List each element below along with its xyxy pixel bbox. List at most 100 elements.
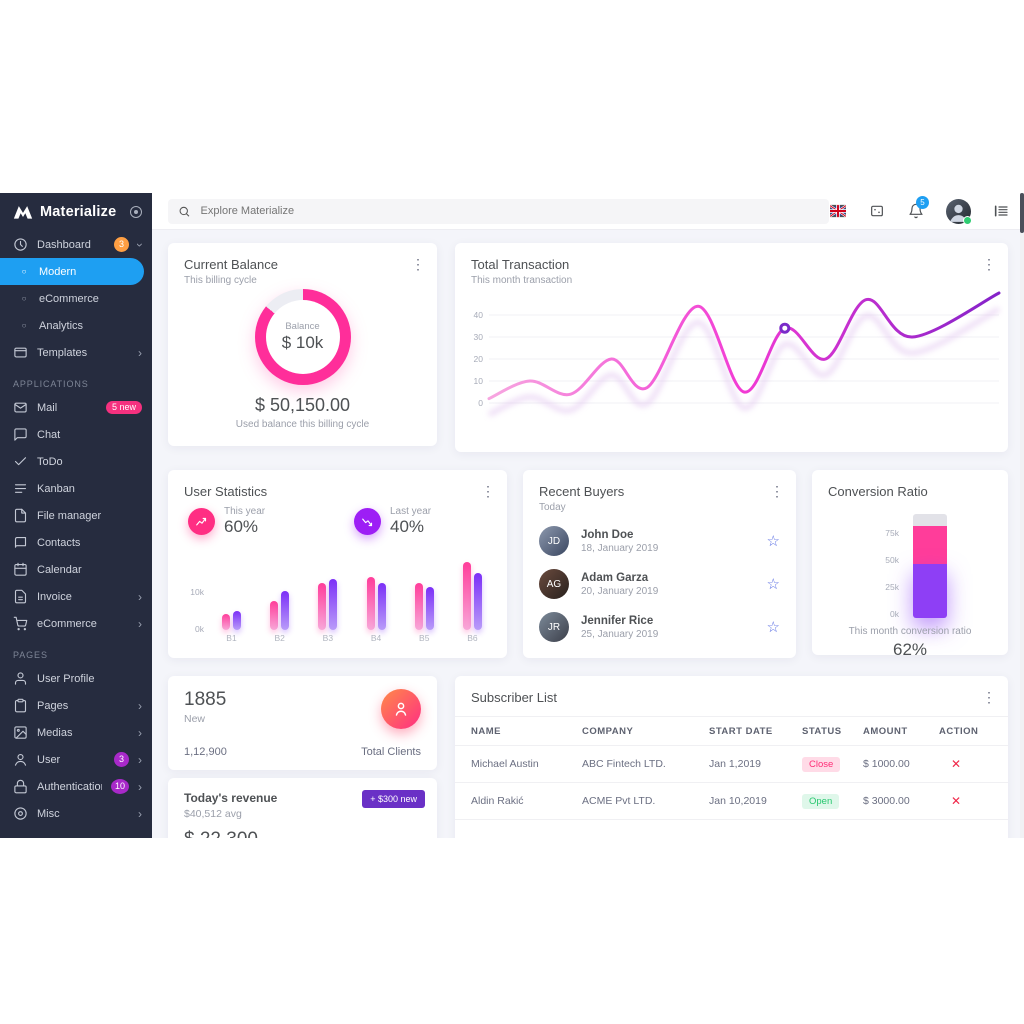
sidebar-item-ecommerce-dash[interactable]: ○ eCommerce (0, 285, 152, 312)
book-icon (13, 535, 28, 550)
chevron-down-icon: › (133, 242, 147, 247)
sidebar-item-kanban[interactable]: Kanban (0, 475, 152, 502)
card-title: Subscriber List (471, 690, 557, 705)
vertical-scrollbar[interactable] (1020, 193, 1024, 838)
sidebar-item-chat[interactable]: Chat (0, 421, 152, 448)
sidebar-item-file-manager[interactable]: File manager (0, 502, 152, 529)
delete-x-icon[interactable]: ✕ (951, 757, 962, 771)
total-clients-card: 1885 New 1,12,900 Total Clients (168, 676, 437, 770)
conversion-ratio-card: Conversion Ratio 75k 50k 25k 0k This month … (812, 470, 1008, 659)
subscriber-company: ACME Pvt LTD. (582, 795, 656, 807)
new-clients-count: 1885 (184, 689, 227, 710)
language-flag-icon[interactable] (829, 202, 847, 220)
scrollbar-thumb[interactable] (1020, 193, 1024, 233)
segment-remainder (913, 514, 947, 527)
sidebar-item-authentication[interactable]: Authentication 10 › (0, 773, 152, 800)
transaction-line-chart: 0 10 20 30 40 (474, 291, 1001, 417)
sidebar-item-user[interactable]: User 3 › (0, 746, 152, 773)
person-icon (13, 671, 28, 686)
svg-text:40: 40 (474, 310, 484, 320)
chevron-right-icon: › (138, 616, 142, 631)
current-balance-card: Current Balance This billing cycle ⋮ Bal… (168, 243, 437, 446)
chevron-right-icon: › (138, 725, 142, 740)
sidebar-item-todo[interactable]: ToDo (0, 448, 152, 475)
buyer-row: JR Jennifer Rice 25, January 2019 ☆ (539, 612, 780, 642)
calendar-icon (13, 562, 28, 577)
sidebar-item-contacts[interactable]: Contacts (0, 529, 152, 556)
invoice-icon (13, 589, 28, 604)
card-title: User Statistics (184, 484, 268, 499)
subscriber-amount: $ 1000.00 (863, 758, 910, 770)
used-balance-amount: $ 50,150.00 (254, 395, 351, 415)
sidebar-item-templates[interactable]: Templates › (0, 339, 152, 366)
user-statistics-card: User Statistics ⋮ This year 60% Last year… (168, 470, 507, 658)
main-content: Current Balance This billing cycle ⋮ Bal… (152, 230, 1024, 838)
table-row: Michael Austin ABC Fintech LTD. Jan 1,20… (455, 746, 1008, 783)
target-icon (13, 806, 28, 821)
segment-upper (913, 526, 947, 564)
status-badge: Open (802, 793, 840, 809)
delete-x-icon[interactable]: ✕ (951, 794, 962, 808)
sidebar-item-medias[interactable]: Medias › (0, 719, 152, 746)
sidebar-item-dashboard[interactable]: Dashboard 3 › (0, 231, 152, 258)
revenue-new-badge: + $300 new (362, 790, 425, 808)
fullscreen-icon[interactable] (868, 202, 886, 220)
revenue-title: Today's revenue (184, 791, 278, 805)
buyer-avatar: AG (539, 569, 569, 599)
bar-group: B5 (414, 583, 434, 643)
search-box[interactable] (168, 198, 829, 224)
sidebar-item-misc[interactable]: Misc › (0, 800, 152, 827)
sidebar-item-user-profile[interactable]: User Profile (0, 665, 152, 692)
templates-icon (13, 345, 28, 360)
conversion-value: 62% (892, 640, 928, 659)
kebab-menu-icon[interactable]: ⋮ (770, 483, 784, 499)
brand-name: Materialize (40, 204, 117, 220)
mail-icon (13, 400, 28, 415)
bar-group: B3 (318, 579, 338, 643)
kebab-menu-icon[interactable]: ⋮ (982, 256, 996, 272)
sidebar-item-mail[interactable]: Mail 5 new (0, 394, 152, 421)
kebab-menu-icon[interactable]: ⋮ (481, 483, 495, 499)
kebab-menu-icon[interactable]: ⋮ (982, 689, 996, 705)
subscriber-table: NAME COMPANY START DATE STATUS AMOUNT AC… (455, 716, 1008, 820)
bar-this-year (222, 614, 230, 630)
app-window: Materialize Dashboard 3 › ○ Modern ○ eCo… (0, 193, 1024, 838)
table-row: Aldin Rakić ACME Pvt LTD. Jan 10,2019 Op… (455, 783, 1008, 820)
favorite-star-icon[interactable]: ☆ (766, 576, 780, 593)
check-icon (13, 454, 28, 469)
buyer-avatar: JR (539, 612, 569, 642)
bar-last-year (329, 579, 338, 630)
right-panel-toggle-icon[interactable] (992, 202, 1010, 220)
sidebar-item-analytics[interactable]: ○ Analytics (0, 312, 152, 339)
sidebar-item-pages[interactable]: Pages › (0, 692, 152, 719)
favorite-star-icon[interactable]: ☆ (766, 619, 780, 636)
sidebar-item-invoice[interactable]: Invoice › (0, 583, 152, 610)
conversion-caption: This month conversion ratio (848, 626, 972, 637)
user-statistics-bar-chart: 10k 0k B1 B2 B3 B4 B5 B6 (182, 552, 490, 644)
sidebar-section-applications: APPLICATIONS (13, 379, 89, 389)
legend-last-year: Last year 40% (354, 506, 431, 537)
clipboard-icon (13, 698, 28, 713)
sidebar: Materialize Dashboard 3 › ○ Modern ○ eCo… (0, 193, 152, 838)
sidebar-item-modern[interactable]: ○ Modern (0, 258, 144, 285)
user-badge: 3 (114, 752, 129, 767)
card-title: Conversion Ratio (828, 484, 928, 499)
bullet-icon: ○ (21, 321, 27, 330)
new-clients-label: New (184, 713, 206, 725)
notifications-bell-icon[interactable]: 5 (907, 196, 929, 220)
svg-text:0: 0 (478, 398, 483, 408)
user-avatar[interactable] (946, 198, 972, 225)
table-header-row: NAME COMPANY START DATE STATUS AMOUNT AC… (455, 716, 1008, 746)
chevron-right-icon: › (138, 345, 142, 360)
user-circle-icon (13, 752, 28, 767)
bar-this-year (366, 577, 375, 630)
favorite-star-icon[interactable]: ☆ (766, 533, 780, 550)
total-clients-number: 1,12,900 (184, 746, 227, 758)
sidebar-item-ecommerce[interactable]: eCommerce › (0, 610, 152, 637)
search-input[interactable] (200, 205, 819, 217)
sidebar-item-calendar[interactable]: Calendar (0, 556, 152, 583)
card-subtitle: Today (539, 502, 566, 513)
sidebar-pin-toggle-icon[interactable] (130, 206, 142, 218)
kebab-menu-icon[interactable]: ⋮ (411, 256, 425, 272)
sidebar-logo-row[interactable]: Materialize (0, 193, 152, 231)
